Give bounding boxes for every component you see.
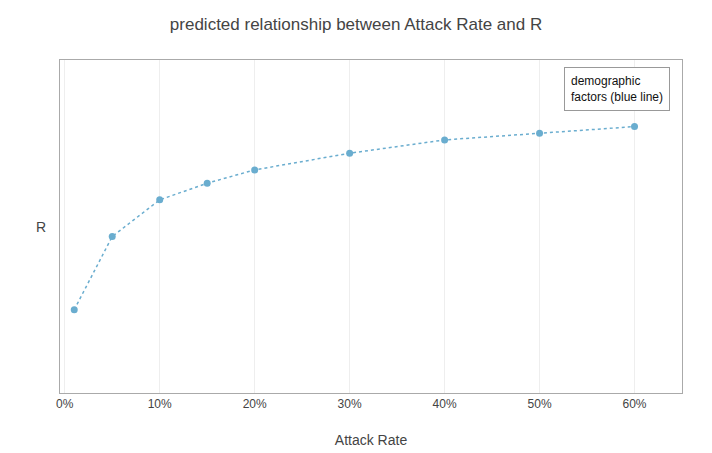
svg-text:predicted relationship between: predicted relationship between Attack Ra…: [170, 15, 542, 34]
svg-text:10%: 10%: [148, 397, 172, 411]
svg-text:R: R: [36, 219, 46, 235]
svg-text:demographicfactors (blue line): demographicfactors (blue line): [571, 74, 663, 104]
svg-text:60%: 60%: [623, 397, 647, 411]
svg-text:30%: 30%: [338, 397, 362, 411]
svg-text:20%: 20%: [243, 397, 267, 411]
svg-text:50%: 50%: [528, 397, 552, 411]
svg-text:0%: 0%: [56, 397, 74, 411]
svg-text:Attack Rate: Attack Rate: [335, 432, 408, 448]
svg-text:40%: 40%: [433, 397, 457, 411]
